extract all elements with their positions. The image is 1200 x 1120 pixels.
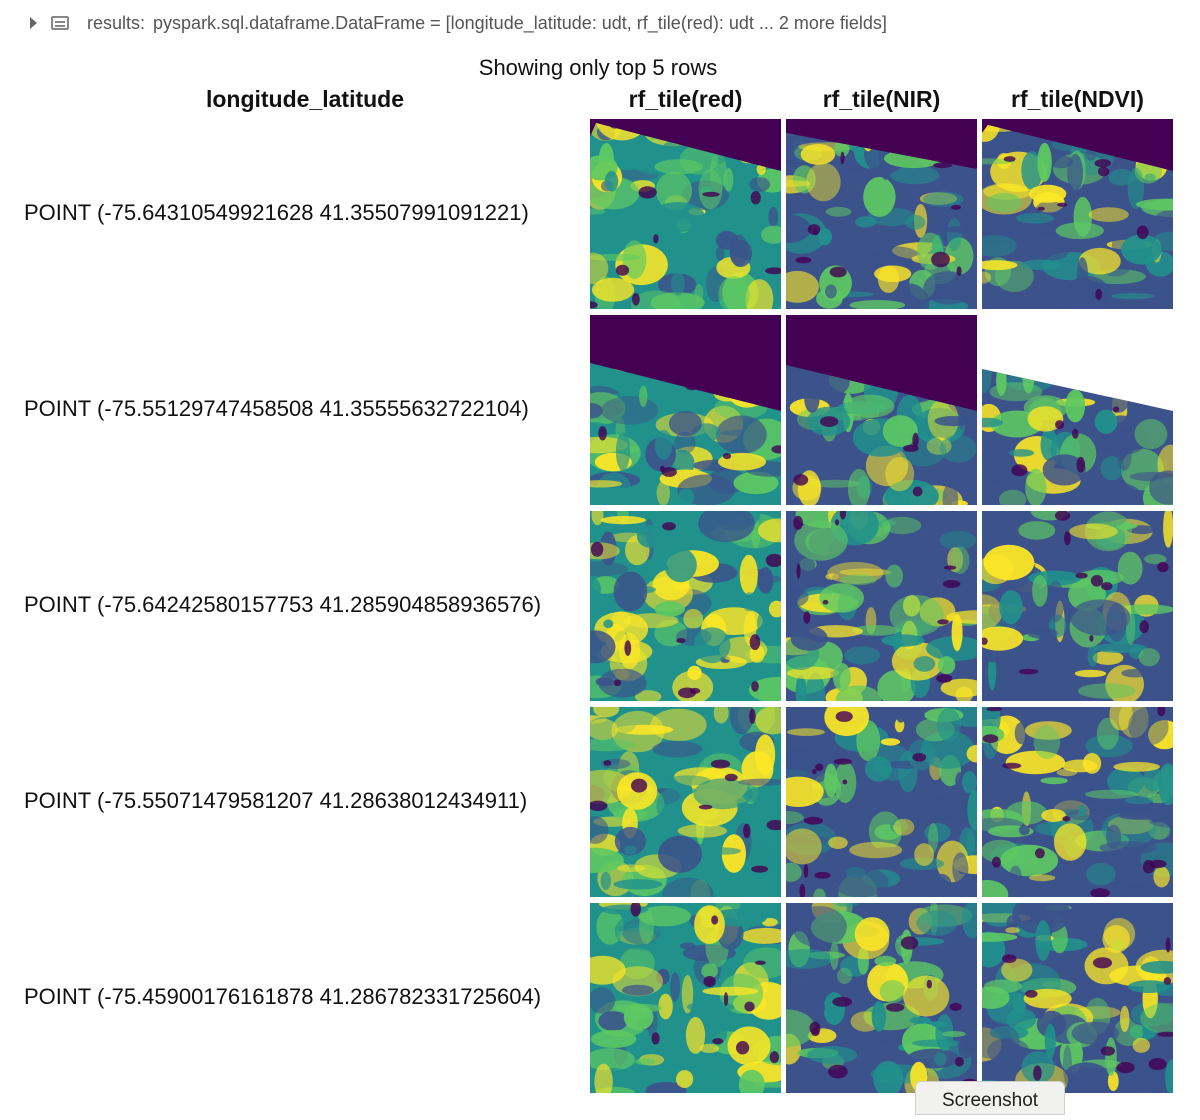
- results-label: results:: [87, 12, 146, 33]
- ndvi-tile: [982, 707, 1173, 897]
- column-header-longitude-latitude: longitude_latitude: [205, 86, 405, 112]
- red-tile: [590, 511, 781, 701]
- row-label: POINT (-75.64310549921628 41.35507991091…: [24, 200, 529, 225]
- row-label: POINT (-75.55129747458508 41.35555632722…: [24, 396, 529, 421]
- row-label: POINT (-75.55071479581207 41.28638012434…: [24, 788, 528, 813]
- ndvi-tile: [982, 315, 1173, 505]
- nir-tile: [786, 315, 977, 505]
- expand-caret-icon[interactable]: [30, 17, 37, 29]
- column-header-ndvi: rf_tile(NDVI): [1011, 86, 1144, 112]
- ndvi-tile: [982, 903, 1173, 1093]
- table-icon: [51, 16, 69, 30]
- dataframe-schema: pyspark.sql.dataframe.DataFrame = [longi…: [153, 12, 887, 33]
- nir-tile: [786, 707, 977, 897]
- column-header-red: rf_tile(red): [628, 86, 743, 112]
- row-label: POINT (-75.64242580157753 41.28590485893…: [24, 592, 542, 617]
- red-tile: [590, 707, 781, 897]
- nir-tile: [786, 511, 977, 701]
- table-caption: Showing only top 5 rows: [478, 55, 718, 80]
- nir-tile: [786, 119, 977, 309]
- row-label: POINT (-75.45900176161878 41.28678233172…: [24, 984, 542, 1009]
- red-tile: [590, 903, 781, 1093]
- screenshot-button[interactable]: Screenshot: [915, 1081, 1065, 1115]
- ndvi-tile: [982, 119, 1173, 309]
- red-tile: [590, 315, 781, 505]
- column-header-nir: rf_tile(NIR): [822, 86, 941, 112]
- results-header: results: pyspark.sql.dataframe.DataFrame…: [30, 9, 887, 37]
- ndvi-tile: [982, 511, 1173, 701]
- nir-tile: [786, 903, 977, 1093]
- red-tile: [590, 119, 781, 309]
